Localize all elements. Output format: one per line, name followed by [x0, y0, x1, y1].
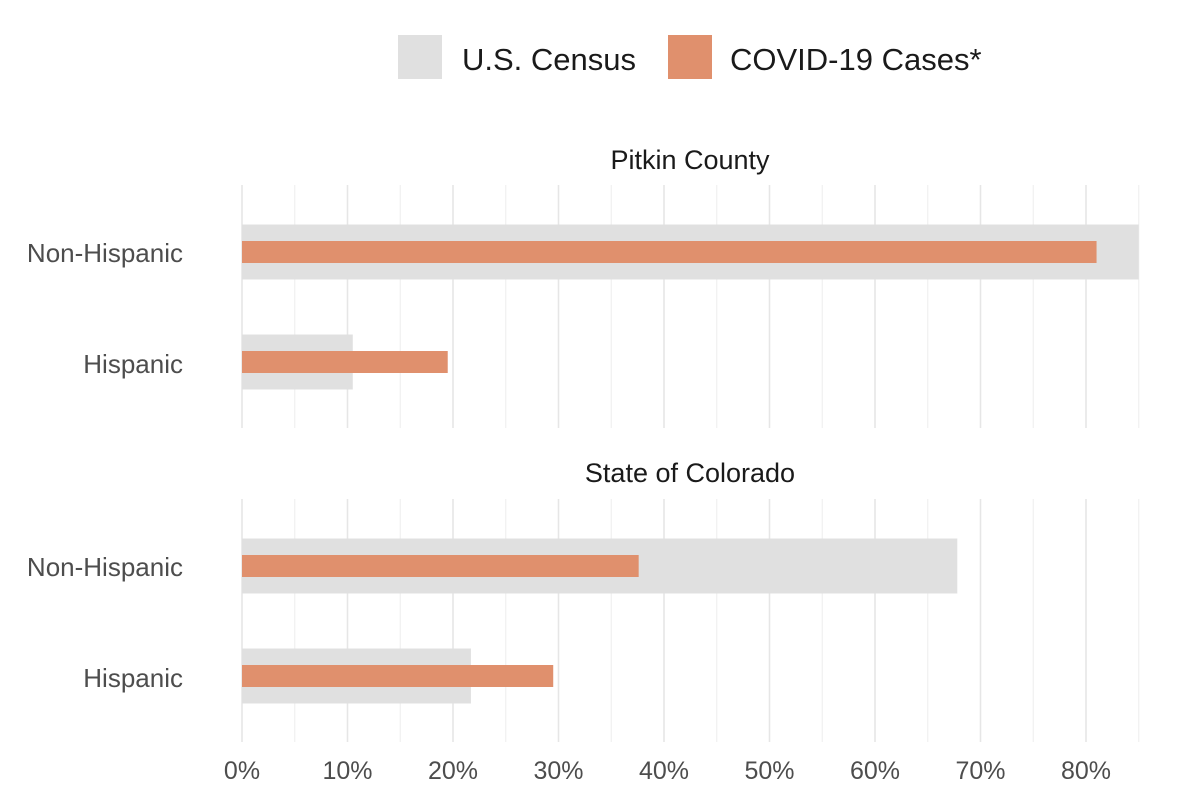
x-tick-label-40: 40%: [639, 757, 689, 785]
grid-pitkin: [241, 185, 1140, 428]
panel-colorado: State of Colorado Non-Hispanic Hispanic: [27, 458, 1140, 742]
bar-colorado-non-hispanic-covid: [242, 555, 639, 577]
category-label-colorado-non-hispanic: Non-Hispanic: [27, 552, 183, 582]
bars-pitkin: [242, 224, 1139, 390]
legend: U.S. Census COVID-19 Cases*: [398, 35, 982, 79]
bars-colorado: [242, 538, 958, 704]
x-tick-label-60: 60%: [850, 757, 900, 785]
legend-label-census: U.S. Census: [462, 42, 636, 77]
grid-colorado: [241, 499, 1140, 742]
x-tick-label-30: 30%: [533, 757, 583, 785]
facet-title-colorado: State of Colorado: [585, 458, 795, 488]
legend-swatch-census: [398, 35, 442, 79]
x-tick-label-70: 70%: [955, 757, 1005, 785]
facet-title-pitkin: Pitkin County: [610, 145, 770, 175]
category-label-pitkin-non-hispanic: Non-Hispanic: [27, 238, 183, 268]
x-tick-label-20: 20%: [428, 757, 478, 785]
panel-pitkin: Pitkin County Non-Hispanic Hispanic: [27, 145, 1140, 428]
bar-pitkin-hispanic-covid: [242, 351, 448, 373]
category-label-colorado-hispanic: Hispanic: [83, 663, 183, 693]
bar-pitkin-non-hispanic-covid: [242, 241, 1097, 263]
x-tick-label-80: 80%: [1061, 757, 1111, 785]
x-tick-label-50: 50%: [744, 757, 794, 785]
category-label-pitkin-hispanic: Hispanic: [83, 349, 183, 379]
x-tick-label-10: 10%: [322, 757, 372, 785]
bar-colorado-hispanic-covid: [242, 665, 554, 687]
legend-label-covid: COVID-19 Cases*: [730, 42, 982, 77]
x-axis-ticks: 0% 10% 20% 30% 40% 50% 60% 70% 80%: [224, 757, 1111, 785]
legend-swatch-covid: [668, 35, 712, 79]
x-tick-label-0: 0%: [224, 757, 260, 785]
